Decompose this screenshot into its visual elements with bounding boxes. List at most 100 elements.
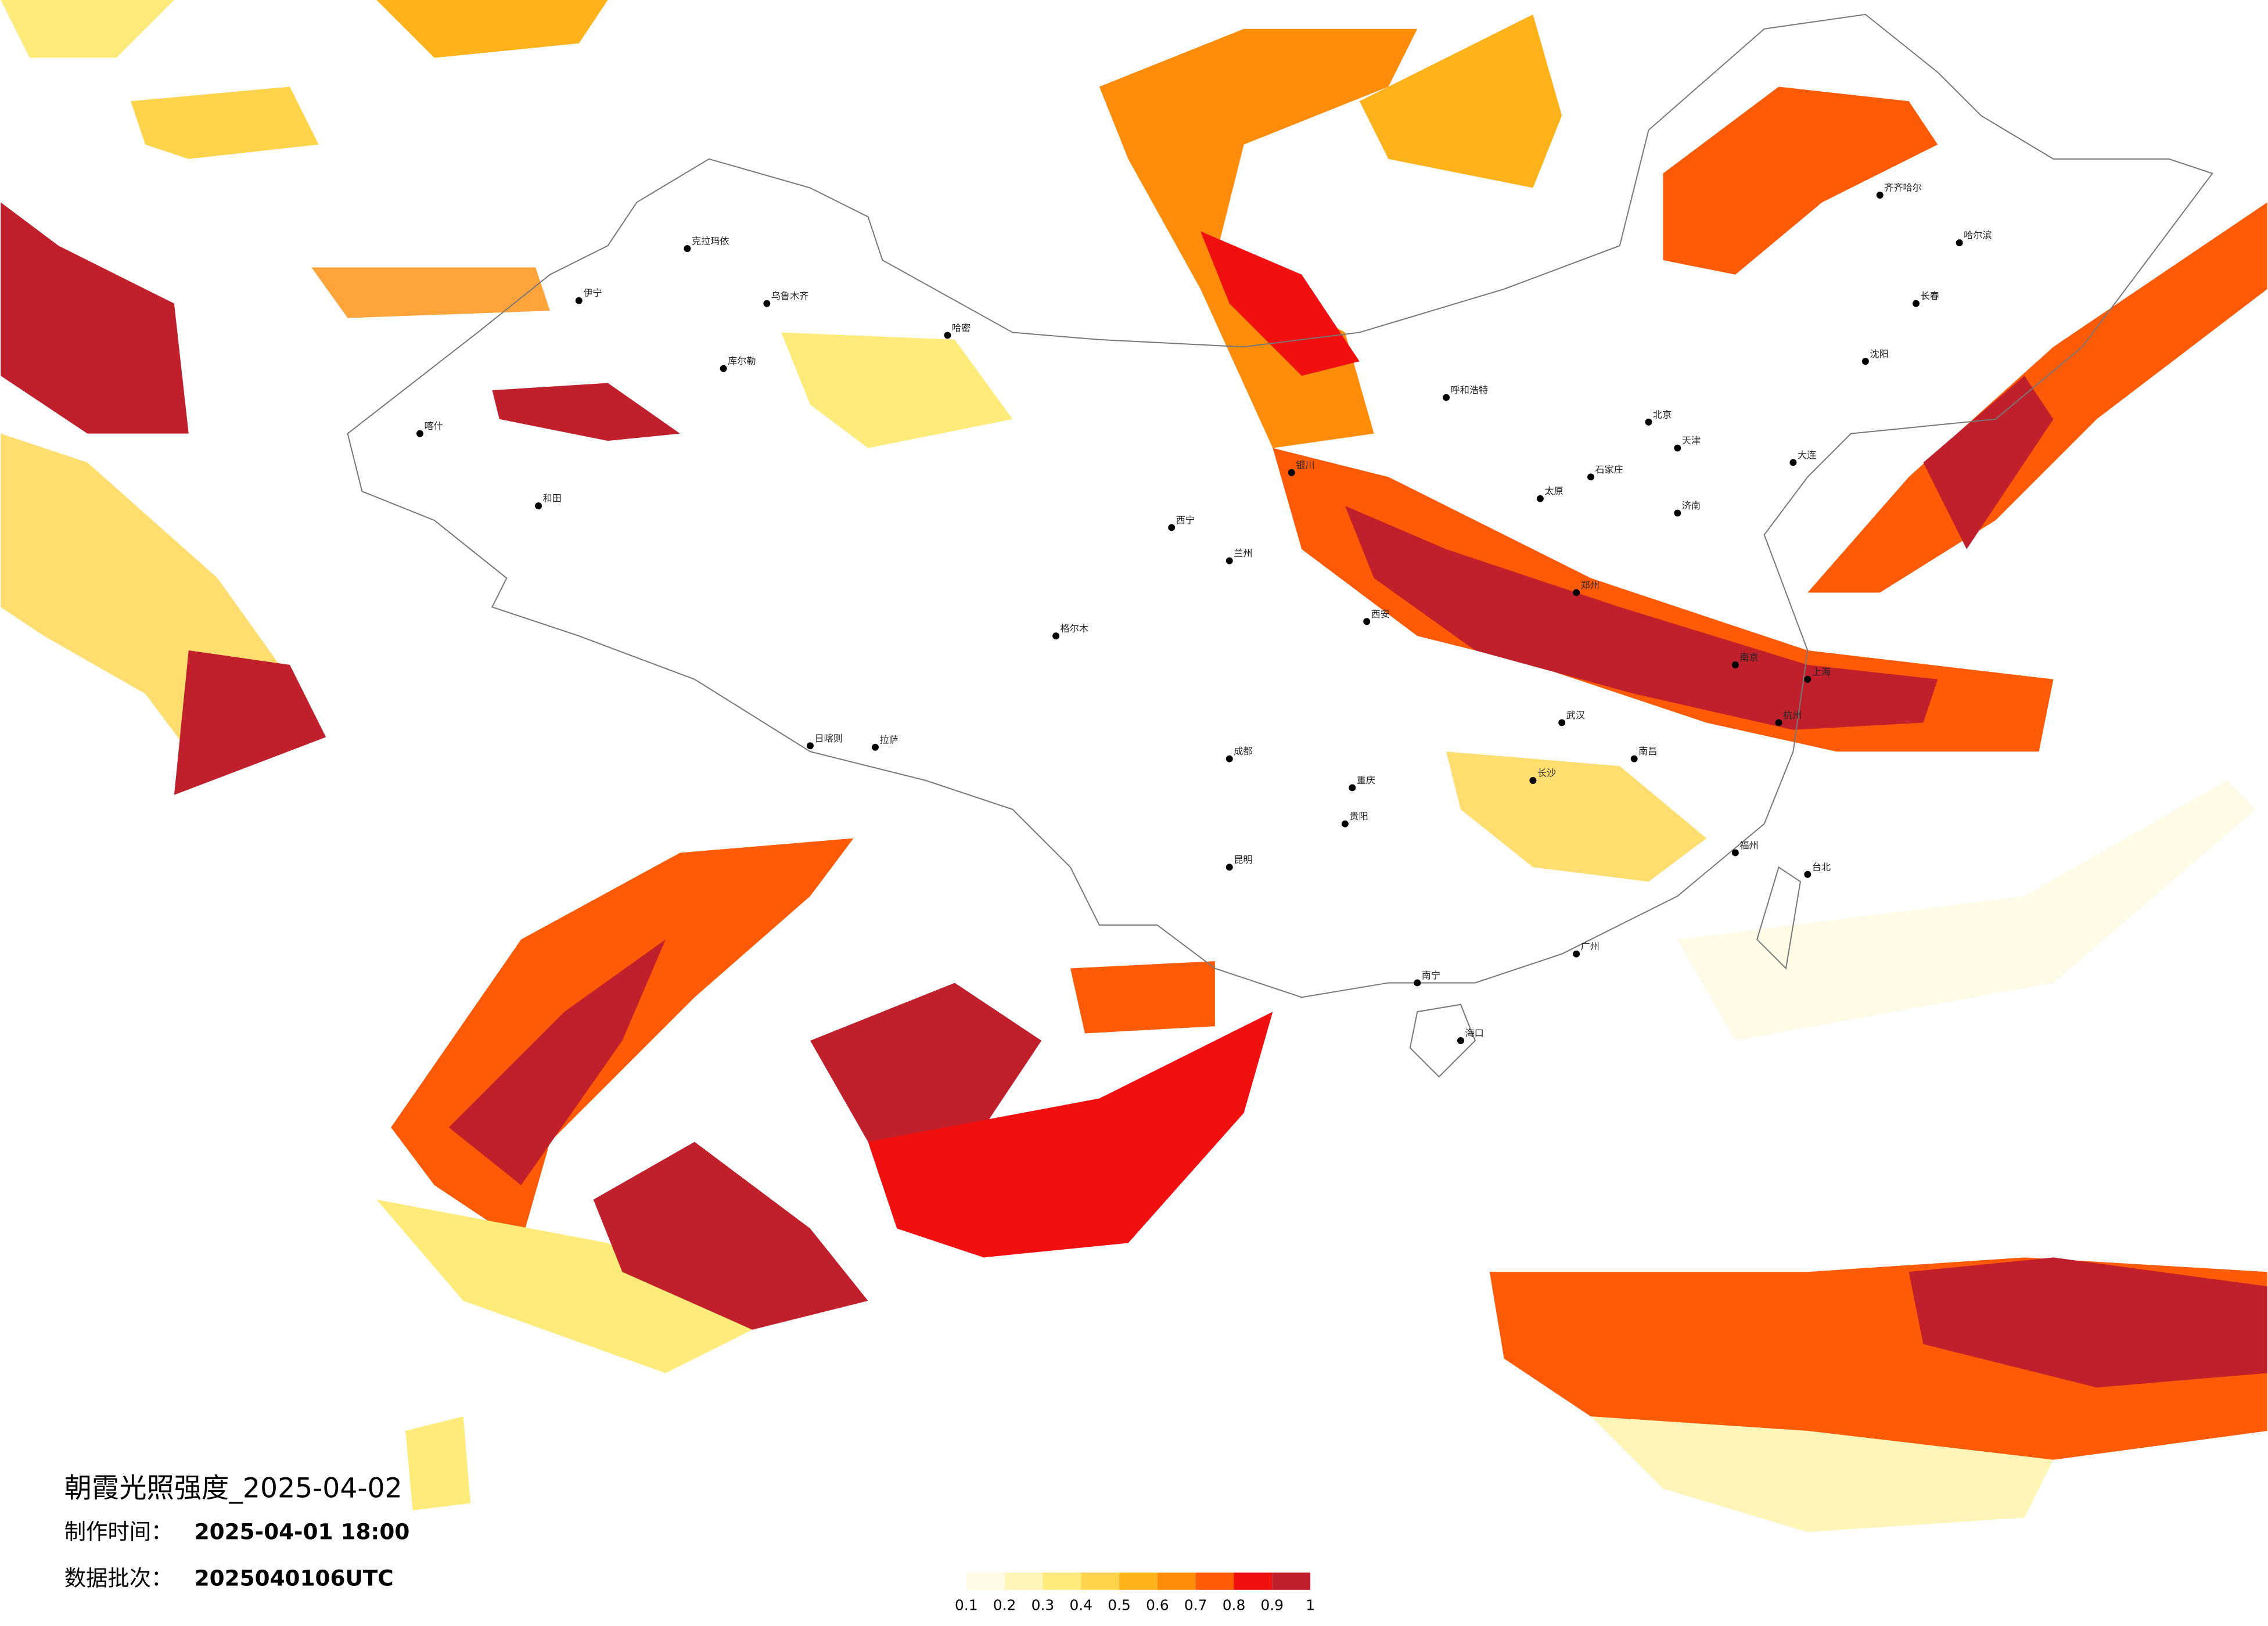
city-label: 齐齐哈尔	[1884, 182, 1922, 193]
city-dot	[1341, 820, 1349, 828]
legend-swatch	[1043, 1572, 1081, 1590]
city-label: 成都	[1234, 746, 1252, 757]
city-label: 银川	[1296, 459, 1314, 470]
legend-tick-label: 0.8	[1223, 1597, 1246, 1614]
field-patch	[1590, 1416, 2054, 1533]
city-dot	[1804, 870, 1811, 878]
batch-value: 2025040106UTC	[195, 1565, 394, 1591]
city-dot	[1558, 719, 1566, 726]
batch-label: 数据批次：	[64, 1565, 173, 1591]
city-dot	[1674, 509, 1681, 517]
legend-swatch	[1234, 1572, 1273, 1590]
island-border	[1409, 1003, 1476, 1078]
city-label: 太原	[1544, 485, 1563, 497]
city-dot	[1587, 473, 1594, 481]
city-dot	[1775, 719, 1782, 726]
field-patch	[1200, 231, 1360, 376]
field-patch	[1446, 751, 1707, 882]
city-label: 长沙	[1537, 768, 1556, 779]
city-dot	[1861, 358, 1869, 365]
field-patch	[131, 87, 319, 159]
city-dot	[944, 332, 951, 339]
field-patch	[1345, 506, 1938, 730]
legend-swatch	[1119, 1572, 1158, 1590]
city-label: 伊宁	[583, 287, 602, 298]
made-label: 制作时间：	[64, 1519, 173, 1545]
made-value: 2025-04-01 18:00	[195, 1519, 410, 1545]
legend-swatch	[1195, 1572, 1234, 1590]
country-border	[347, 13, 2213, 998]
city-dot	[1052, 632, 1060, 640]
city-dot	[720, 365, 727, 372]
city-dot	[1225, 864, 1233, 871]
field-patch	[1, 0, 174, 58]
city-label: 哈尔滨	[1964, 230, 1992, 241]
legend-swatch	[1081, 1572, 1120, 1590]
city-dot	[1414, 979, 1421, 987]
city-label: 重庆	[1357, 775, 1375, 786]
city-dot	[1225, 557, 1233, 564]
field-patch	[1663, 87, 1938, 275]
city-label: 大连	[1798, 449, 1816, 461]
city-label: 郑州	[1581, 580, 1600, 591]
city-label: 海口	[1465, 1028, 1483, 1039]
city-label: 兰州	[1234, 548, 1252, 559]
city-dot	[1913, 300, 1920, 307]
legend-tick-label: 0.3	[1031, 1597, 1055, 1614]
city-label: 沈阳	[1870, 348, 1888, 359]
legend-swatch	[966, 1572, 1005, 1590]
field-patch	[1908, 1257, 2267, 1388]
city-dot	[1363, 618, 1371, 625]
field-patch	[311, 267, 550, 318]
field-patch	[868, 1012, 1273, 1258]
city-label: 杭州	[1783, 710, 1802, 721]
city-label: 呼和浩特	[1451, 384, 1489, 395]
city-dot	[1630, 755, 1638, 762]
city-dot	[535, 502, 542, 510]
city-label: 南昌	[1638, 746, 1657, 757]
field-patch	[1, 202, 189, 434]
field-patch	[781, 332, 1013, 448]
city-label: 武汉	[1566, 710, 1585, 721]
city-label: 库尔勒	[728, 355, 756, 366]
city-dot	[1168, 524, 1176, 531]
legend-tick-label: 0.4	[1069, 1597, 1092, 1614]
city-dot	[1789, 459, 1797, 466]
city-dot	[1804, 675, 1811, 683]
city-dot	[416, 430, 423, 437]
city-dot	[1225, 755, 1233, 762]
city-dot	[1443, 394, 1450, 401]
legend-swatch	[1272, 1572, 1311, 1590]
city-label: 长春	[1920, 290, 1939, 301]
field-patch	[376, 0, 608, 58]
legend: 0.1 0.2 0.3 0.4 0.5 0.6 0.7 0.8 0.9 1	[955, 1572, 1315, 1614]
city-label: 拉萨	[879, 734, 898, 745]
city-dot	[1876, 192, 1884, 199]
field-patch	[1070, 961, 1215, 1034]
legend-tick-label: 0.7	[1184, 1597, 1207, 1614]
city-label: 西宁	[1176, 515, 1195, 526]
city-label: 乌鲁木齐	[771, 290, 809, 301]
legend-tick-label: 0.6	[1146, 1597, 1169, 1614]
city-dot	[1529, 777, 1537, 784]
city-dot	[1573, 589, 1580, 596]
city-dot	[1674, 444, 1681, 452]
field-patch	[376, 1199, 753, 1373]
city-label: 石家庄	[1595, 464, 1623, 475]
city-label: 克拉玛依	[692, 236, 729, 247]
city-label: 南京	[1739, 652, 1758, 663]
city-label: 济南	[1682, 500, 1701, 511]
field-patch	[448, 939, 666, 1185]
legend-tick-label: 0.2	[993, 1597, 1016, 1614]
field-patch	[1099, 28, 1418, 448]
field-patch	[1923, 376, 2054, 549]
intensity-field	[1, 0, 2267, 1533]
city-dot	[807, 742, 814, 750]
map-title: 朝霞光照强度_2025-04-02	[64, 1472, 402, 1504]
city-dot	[575, 297, 583, 304]
city-dot	[1731, 661, 1739, 668]
city-label: 台北	[1812, 861, 1831, 872]
city-label: 福州	[1739, 840, 1758, 851]
field-patch	[810, 983, 1042, 1142]
